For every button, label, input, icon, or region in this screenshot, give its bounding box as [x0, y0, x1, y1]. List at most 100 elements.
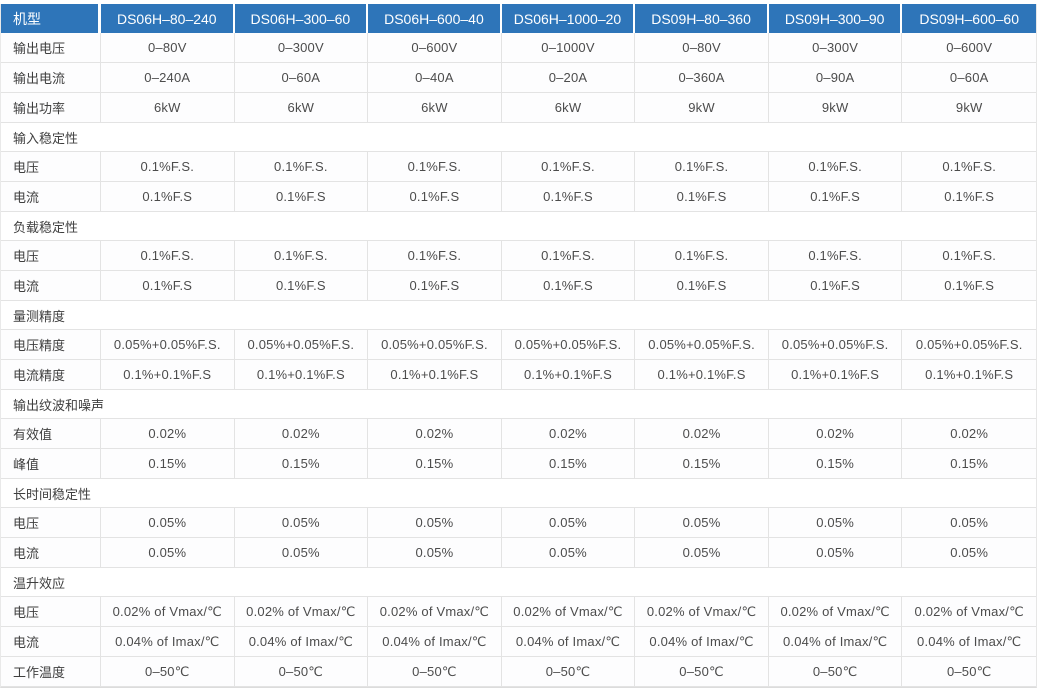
table-row: 有效值 0.02% 0.02% 0.02% 0.02% 0.02% 0.02% 0.02% [1, 419, 1036, 449]
spec-value-cell: 0–50℃ [769, 657, 903, 686]
header-cell-model: DS09H–80–360 [635, 4, 769, 33]
table-row: 输出电压 0–80V 0–300V 0–600V 0–1000V 0–80V 0–300V 0… [1, 33, 1036, 63]
spec-value-cell: 0.05%+0.05%F.S. [101, 330, 235, 359]
header-cell-model: DS06H–600–40 [368, 4, 502, 33]
spec-value-cell: 0–20A [502, 63, 636, 92]
spec-value-cell: 0.02% [502, 419, 636, 448]
spec-value-cell: 0.1%F.S [502, 182, 636, 211]
row-label: 有效值 [1, 419, 101, 448]
spec-value-cell: 0.1%F.S [944, 278, 995, 293]
spec-value-cell: 0.05% [101, 538, 235, 567]
spec-value-cell: 0.05% [502, 508, 636, 537]
spec-value-cell: 0–80V [635, 33, 769, 62]
spec-value-cell: 0.1%+0.1%F.S [769, 360, 903, 389]
spec-value-cell: 9kW [769, 93, 903, 122]
spec-value-cell: 0.04% of Imax/℃ [368, 627, 502, 656]
section-row: 量测精度 [1, 301, 1036, 330]
table-row: 电压 0.02% of Vmax/℃ 0.02% of Vmax/℃ 0.02% of… [1, 597, 1036, 627]
spec-value-cell: 0.1%F.S. [368, 152, 502, 181]
table-row: 电流 0.1%F.S 0.1%F.S 0.1%F.S 0.1%F.S 0.1%F.S 0.1… [1, 182, 1036, 212]
row-label: 电流 [1, 627, 101, 656]
table-row: 电压 0.05% 0.05% 0.05% 0.05% 0.05% 0.05% 0.05% [1, 508, 1036, 538]
spec-value-cell: 0–50℃ [502, 657, 636, 686]
spec-value-cell: 0.02% of Vmax/℃ [769, 597, 903, 626]
table-row: 电压精度 0.05%+0.05%F.S. 0.05%+0.05%F.S. 0.05%+… [1, 330, 1036, 360]
spec-value-cell: 0.1%F.S [368, 271, 502, 300]
spec-value-cell: 0–50℃ [101, 657, 235, 686]
spec-value-cell: 0.02% of Vmax/℃ [502, 597, 636, 626]
spec-value-cell: 0.15% [502, 449, 636, 478]
spec-value-cell: 0.1%F.S. [235, 152, 369, 181]
spec-value-cell: 0–300V [235, 33, 369, 62]
header-cell-model: DS06H–300–60 [234, 4, 369, 33]
spec-value-cell: 0.02% of Vmax/℃ [914, 603, 1024, 619]
table-row: 电压 0.1%F.S. 0.1%F.S. 0.1%F.S. 0.1%F.S. 0.1%F.… [1, 241, 1036, 271]
spec-value-cell: 0.1%+0.1%F.S [635, 360, 769, 389]
spec-value-cell: 0.02% of Vmax/℃ [635, 597, 769, 626]
spec-value-cell: 0.1%+0.1%F.S [368, 360, 502, 389]
spec-value-cell: 0.1%+0.1%F.S [925, 367, 1014, 382]
row-label: 电流 [1, 538, 101, 567]
spec-value-cell: 0.1%F.S. [769, 152, 903, 181]
table-row: 峰值 0.15% 0.15% 0.15% 0.15% 0.15% 0.15% 0.15% [1, 449, 1036, 479]
header-cell-model: DS09H–300–90 [768, 4, 903, 33]
spec-value-cell: 0.1%F.S. [101, 241, 235, 270]
row-label: 电流 [1, 182, 101, 211]
row-label: 电压 [1, 508, 101, 537]
spec-value-cell: 0.05% [950, 545, 989, 560]
spec-value-cell: 0.15% [368, 449, 502, 478]
spec-value-cell: 0.15% [101, 449, 235, 478]
spec-value-cell: 0.05% [635, 508, 769, 537]
spec-value-cell: 0.05% [235, 508, 369, 537]
spec-value-cell: 0.05% [769, 508, 903, 537]
spec-value-cell: 0–50℃ [368, 657, 502, 686]
spec-value-cell: 0.1%+0.1%F.S [101, 360, 235, 389]
row-label: 电压 [1, 241, 101, 270]
spec-value-cell: 0.1%F.S [769, 182, 903, 211]
spec-value-cell: 0.1%F.S. [502, 241, 636, 270]
spec-value-cell: 6kW [368, 93, 502, 122]
spec-value-cell: 0–80V [101, 33, 235, 62]
spec-value-cell: 0.1%F.S [235, 271, 369, 300]
spec-value-cell: 0.05% [502, 538, 636, 567]
spec-value-cell: 0–300V [769, 33, 903, 62]
spec-value-cell: 0.1%F.S. [101, 152, 235, 181]
section-row: 输出纹波和噪声 [1, 390, 1036, 419]
spec-value-cell: 0–50℃ [235, 657, 369, 686]
row-label: 电压 [1, 152, 101, 181]
spec-value-cell: 6kW [235, 93, 369, 122]
spec-value-cell: 0.05%+0.05%F.S. [769, 330, 903, 359]
spec-value-cell: 0.1%F.S [101, 182, 235, 211]
spec-value-cell: 0–90A [769, 63, 903, 92]
spec-value-cell: 0–50℃ [946, 663, 992, 679]
spec-value-cell: 0.05%+0.05%F.S. [502, 330, 636, 359]
spec-value-cell: 0.1%F.S [944, 189, 995, 204]
spec-value-cell: 0.02% [101, 419, 235, 448]
spec-value-cell: 0–60A [235, 63, 369, 92]
row-label: 电压精度 [1, 330, 101, 359]
spec-value-cell: 0.1%F.S. [769, 241, 903, 270]
spec-table: 机型 DS06H–80–240 DS06H–300–60 DS06H–600–40 DS… [0, 4, 1037, 688]
spec-value-cell: 0.05%+0.05%F.S. [915, 337, 1023, 352]
spec-value-cell: 0.1%F.S [769, 271, 903, 300]
spec-value-cell: 0.02% of Vmax/℃ [235, 597, 369, 626]
spec-value-cell: 0.02% [368, 419, 502, 448]
spec-value-cell: 0.02% [235, 419, 369, 448]
spec-value-cell: 0.05%+0.05%F.S. [235, 330, 369, 359]
section-row: 长时间稳定性 [1, 479, 1036, 508]
table-body: 输出电压 0–80V 0–300V 0–600V 0–1000V 0–80V 0–300V 0… [1, 33, 1036, 687]
spec-value-cell: 0.02% [950, 426, 989, 441]
spec-value-cell: 0.05% [368, 508, 502, 537]
spec-value-cell: 0.05%+0.05%F.S. [368, 330, 502, 359]
spec-value-cell: 0–600V [946, 40, 993, 55]
spec-value-cell: 0.05% [635, 538, 769, 567]
spec-value-cell: 0.15% [769, 449, 903, 478]
spec-value-cell: 0.04% of Imax/℃ [235, 627, 369, 656]
table-header-row: 机型 DS06H–80–240 DS06H–300–60 DS06H–600–40 DS… [1, 4, 1036, 33]
row-label: 输出电流 [1, 63, 101, 92]
row-label: 峰值 [1, 449, 101, 478]
header-cell-model-label: 机型 [1, 4, 101, 33]
spec-value-cell: 0.04% of Imax/℃ [917, 633, 1022, 649]
spec-value-cell: 0–60A [949, 70, 989, 85]
spec-value-cell: 0–240A [101, 63, 235, 92]
